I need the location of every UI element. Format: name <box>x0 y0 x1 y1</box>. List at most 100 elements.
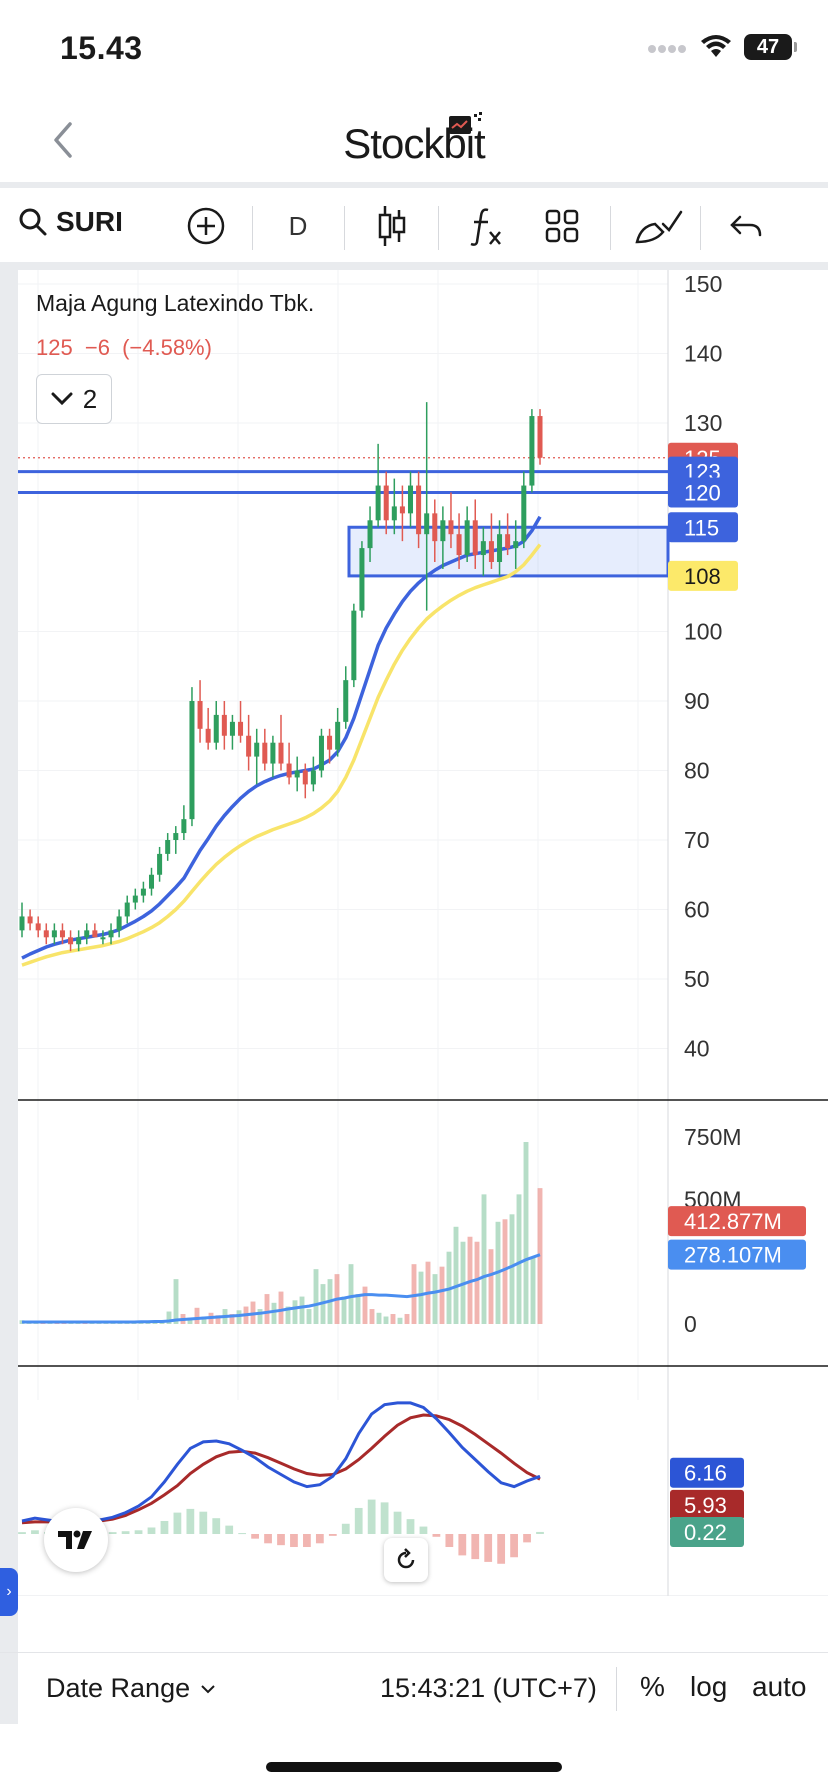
layouts-button[interactable] <box>540 202 584 250</box>
candle-body <box>19 916 25 931</box>
reset-chart-button[interactable] <box>384 1538 428 1582</box>
volume-bar <box>257 1309 263 1324</box>
logo-mark-icon <box>449 112 482 134</box>
volume-bar <box>488 1249 494 1324</box>
candle-body <box>181 819 187 834</box>
volume-bar <box>397 1317 403 1324</box>
macd-histogram-bar <box>328 1534 337 1536</box>
macd-histogram-bar <box>147 1527 156 1534</box>
macd-histogram-bar <box>303 1534 311 1548</box>
candle-body <box>497 534 503 562</box>
timezone-clock[interactable]: 15:43:21 (UTC+7) <box>380 1673 597 1703</box>
collapse-indicators-button[interactable]: 2 <box>36 374 112 424</box>
volume-bar <box>96 1323 102 1324</box>
candle-body <box>513 541 519 549</box>
macd-histogram-bar <box>432 1534 441 1537</box>
volume-badge <box>668 1206 806 1237</box>
status-bar: 15.43 47 <box>0 0 828 100</box>
price-badge <box>668 477 738 508</box>
toolbar-divider <box>438 206 439 250</box>
volume-bar <box>89 1323 95 1324</box>
compare-button[interactable] <box>182 202 230 250</box>
macd-histogram-bar <box>31 1530 39 1534</box>
candle-body <box>68 937 74 945</box>
volume-bar <box>481 1194 487 1324</box>
volume-bar <box>418 1271 424 1324</box>
volume-bar <box>404 1314 410 1324</box>
chart-type-button[interactable] <box>370 202 414 250</box>
macd-badge <box>670 1489 744 1520</box>
volume-bar <box>264 1294 270 1324</box>
volume-bar <box>306 1309 312 1324</box>
macd-histogram-bar <box>367 1499 376 1534</box>
macd-histogram-bar <box>225 1525 234 1534</box>
candle-body <box>197 701 203 729</box>
indicators-button[interactable] <box>464 202 508 250</box>
volume-bar <box>523 1142 529 1324</box>
macd-histogram-bar <box>173 1512 182 1534</box>
undo-button[interactable] <box>724 202 768 250</box>
volume-bar <box>229 1314 235 1324</box>
candle-body <box>35 923 41 931</box>
header-divider <box>0 182 828 188</box>
date-range-button[interactable]: Date Range <box>46 1673 216 1704</box>
candle-body <box>456 534 462 556</box>
candle-body <box>229 721 235 736</box>
volume-tick-label: 750M <box>684 1124 742 1150</box>
price-tick-label: 100 <box>684 619 722 645</box>
price-tick-label: 60 <box>684 897 710 923</box>
candle-body <box>318 735 324 771</box>
back-icon[interactable] <box>44 118 84 162</box>
candle-body <box>108 930 114 938</box>
volume-badge <box>668 1239 806 1270</box>
candle-body <box>213 714 219 743</box>
macd-signal-line <box>21 1413 541 1525</box>
volume-bar <box>236 1310 242 1324</box>
candle-body <box>221 714 227 736</box>
log-scale-button[interactable]: log <box>690 1671 728 1702</box>
candle-body <box>488 541 494 562</box>
auto-scale-button[interactable]: auto <box>752 1671 807 1702</box>
percent-scale-button[interactable]: % <box>640 1671 665 1702</box>
macd-histogram-bar <box>238 1533 247 1535</box>
candle-body <box>440 520 446 542</box>
change-value: −6 <box>84 335 110 360</box>
candle-body <box>262 742 268 764</box>
candle-body <box>116 916 122 931</box>
drawing-tools-button[interactable] <box>632 202 686 250</box>
symbol-search-button[interactable]: SURI <box>18 206 123 238</box>
interval-button[interactable]: D <box>288 210 308 241</box>
candle-body <box>335 721 341 750</box>
price-tick-label: 50 <box>684 966 710 992</box>
macd-histogram-bar <box>108 1532 117 1534</box>
candle-body <box>432 513 438 542</box>
candle-body <box>472 520 478 556</box>
volume-bar <box>68 1323 74 1324</box>
tradingview-logo[interactable] <box>44 1508 108 1572</box>
candle-body <box>391 506 397 521</box>
candle-body <box>84 930 90 938</box>
brand-logo: Stockbit <box>343 120 485 167</box>
volume-bar <box>453 1226 459 1324</box>
bottom-divider <box>616 1667 617 1711</box>
toolbar-divider <box>610 206 611 250</box>
candle-body <box>165 840 171 854</box>
macd-histogram-bar <box>121 1531 130 1534</box>
macd-histogram-bar <box>251 1534 259 1539</box>
macd-histogram-bar <box>315 1534 324 1544</box>
price-tick-label: 130 <box>684 410 722 436</box>
candle-body <box>529 416 535 486</box>
refresh-icon <box>397 1548 415 1569</box>
expand-sidebar-handle[interactable]: › <box>0 1568 18 1616</box>
volume-bar <box>411 1264 417 1324</box>
symbol-label: SURI <box>56 206 123 237</box>
app-header: Stockbit <box>0 100 828 184</box>
candle-body <box>521 485 527 542</box>
price-chart[interactable]: 1501401301009080706050401251231201151087… <box>18 270 828 1596</box>
chevron-down-icon <box>51 392 73 406</box>
macd-histogram-bar <box>134 1530 143 1534</box>
volume-bar <box>299 1296 305 1324</box>
candle-body <box>205 728 211 743</box>
macd-histogram-bar <box>290 1534 298 1548</box>
volume-badge-label: 278.107M <box>684 1243 782 1268</box>
